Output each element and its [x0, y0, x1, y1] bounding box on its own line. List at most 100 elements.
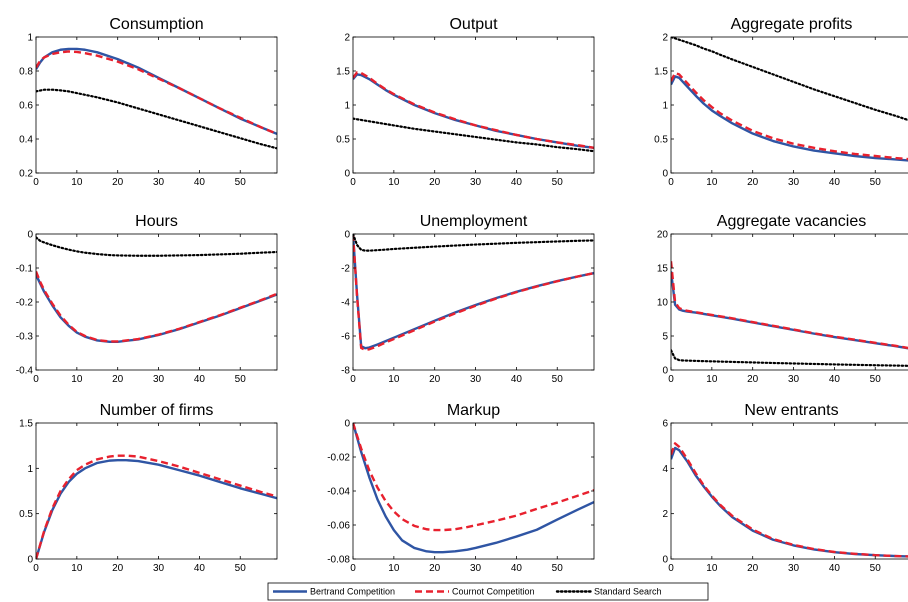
x-tick-label: 10 [388, 563, 400, 574]
x-tick-label: 40 [511, 374, 523, 385]
legend-label-cournot-competition: Cournot Competition [452, 587, 535, 597]
y-tick-label: 0.6 [19, 101, 33, 112]
x-tick-label: 40 [194, 563, 206, 574]
y-tick-label: 0 [344, 230, 350, 241]
y-tick-label: 6 [662, 419, 668, 430]
y-tick-label: -0.4 [16, 366, 34, 377]
y-tick-label: 2 [344, 33, 350, 44]
y-tick-label: 20 [657, 230, 669, 241]
series-line-standard-search [353, 117, 594, 153]
series-group [36, 454, 277, 559]
x-tick-label: 40 [194, 374, 206, 385]
x-tick-label: 40 [194, 177, 206, 188]
panel-title: Hours [135, 213, 178, 230]
panel-markup: Markup 0 10 20 30 40 50 -0.08 -0.06 -0.04 -0.02 0 [327, 402, 595, 574]
y-tick-label: -0.2 [16, 298, 34, 309]
y-tick-label: 0.5 [336, 135, 350, 146]
y-tick-label: 1 [662, 101, 668, 112]
series-line-bertrand-competition [36, 47, 277, 136]
series-line-standard-search [36, 236, 277, 257]
x-tick-label: 30 [788, 374, 800, 385]
y-tick-label: -0.08 [327, 555, 350, 566]
series-group [353, 423, 594, 554]
x-tick-label: 20 [429, 374, 441, 385]
x-tick-label: 50 [870, 374, 882, 385]
axes-box [352, 36, 595, 174]
x-tick-label: 30 [470, 177, 482, 188]
x-tick-label: 10 [706, 177, 718, 188]
y-tick-label: 0 [27, 230, 33, 241]
series-line-cournot-competition [671, 442, 908, 558]
series-group [671, 37, 908, 162]
x-tick-label: 10 [71, 177, 83, 188]
y-tick-label: 1.5 [19, 419, 33, 430]
y-tick-label: -4 [341, 298, 350, 309]
y-tick-label: 2 [662, 509, 668, 520]
y-tick-label: 4 [662, 464, 668, 475]
x-tick-label: 30 [153, 177, 165, 188]
series-group [353, 234, 594, 352]
x-tick-label: 40 [511, 177, 523, 188]
panel-new-entrants: New entrants 0 10 20 30 40 50 0 2 4 6 [662, 402, 908, 574]
y-tick-label: 15 [657, 264, 669, 275]
y-tick-label: -2 [341, 264, 350, 275]
panel-unemployment: Unemployment 0 10 20 30 40 50 -8 -6 -4 -2 0 [341, 213, 595, 385]
series-group [353, 71, 594, 153]
x-tick-label: 50 [552, 563, 564, 574]
y-tick-label: -0.06 [327, 521, 350, 532]
series-line-bertrand-competition [353, 234, 594, 350]
x-tick-label: 50 [552, 177, 564, 188]
series-line-standard-search [671, 349, 908, 367]
y-tick-label: 5 [662, 332, 668, 343]
series-line-bertrand-competition [671, 271, 908, 350]
series-group [671, 261, 908, 367]
y-tick-label: 0.2 [19, 169, 33, 180]
x-tick-label: 20 [429, 177, 441, 188]
y-tick-label: 10 [657, 298, 669, 309]
y-tick-label: -0.02 [327, 453, 350, 464]
y-tick-label: 2 [662, 33, 668, 44]
y-tick-label: 1 [27, 464, 33, 475]
x-tick-label: 40 [829, 374, 841, 385]
series-line-standard-search [671, 37, 908, 122]
series-group [36, 236, 277, 343]
x-tick-label: 20 [747, 563, 759, 574]
x-tick-label: 30 [153, 563, 165, 574]
x-tick-label: 50 [235, 177, 247, 188]
panel-title: Output [449, 16, 498, 33]
series-line-cournot-competition [353, 71, 594, 150]
series-line-bertrand-competition [671, 446, 908, 558]
panel-number-of-firms: Number of firms 0 10 20 30 40 50 0 0.5 1 1.5 [19, 402, 278, 574]
y-tick-label: 0 [662, 555, 668, 566]
panel-title: Aggregate vacancies [717, 213, 866, 230]
y-tick-label: -6 [341, 332, 350, 343]
x-tick-label: 50 [870, 563, 882, 574]
x-tick-label: 20 [112, 374, 124, 385]
y-tick-label: 0.4 [19, 135, 33, 146]
y-tick-label: -0.3 [16, 332, 34, 343]
x-tick-label: 20 [429, 563, 441, 574]
x-tick-label: 0 [668, 563, 674, 574]
series-group [36, 47, 277, 150]
axes-box [670, 233, 908, 371]
x-tick-label: 0 [350, 177, 356, 188]
axes-box [352, 422, 595, 560]
y-tick-label: -0.1 [16, 264, 34, 275]
x-tick-label: 10 [71, 374, 83, 385]
series-line-cournot-competition [36, 270, 277, 343]
series-line-cournot-competition [36, 454, 277, 559]
axes-box [352, 233, 595, 371]
y-tick-label: 1 [27, 33, 33, 44]
y-tick-label: 0 [344, 169, 350, 180]
x-tick-label: 10 [388, 177, 400, 188]
legend-label-standard-search: Standard Search [594, 587, 662, 597]
x-tick-label: 40 [829, 177, 841, 188]
x-tick-label: 0 [33, 563, 39, 574]
x-tick-label: 10 [71, 563, 83, 574]
x-tick-label: 0 [33, 374, 39, 385]
y-tick-label: 0.5 [654, 135, 668, 146]
x-tick-label: 10 [388, 374, 400, 385]
panel-consumption: Consumption 0 10 20 30 40 50 0.2 0.4 0.6 0.8 1 [19, 16, 278, 188]
series-group [671, 442, 908, 558]
